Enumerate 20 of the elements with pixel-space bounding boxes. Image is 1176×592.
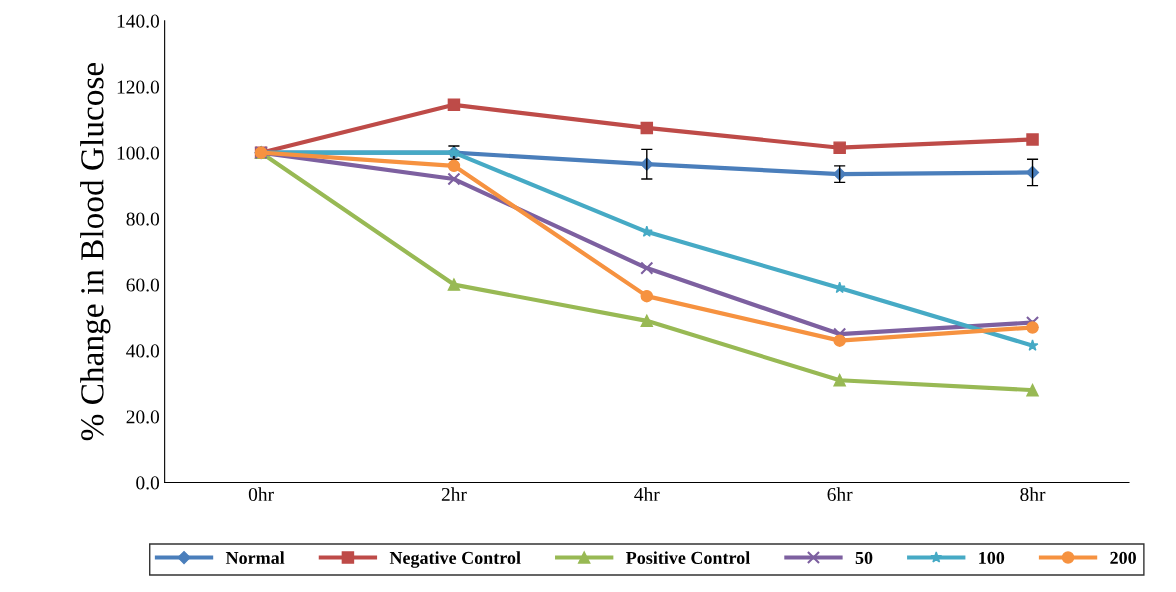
y-tick-label: 40.0 bbox=[126, 344, 160, 358]
x-tick-label: 2hr bbox=[441, 487, 467, 501]
y-tick-label: 100.0 bbox=[117, 146, 160, 160]
y-tick-label: 140.0 bbox=[117, 14, 160, 28]
legend-label: Normal bbox=[225, 551, 285, 565]
legend-label: Negative Control bbox=[389, 551, 521, 568]
y-tick-label: 120.0 bbox=[117, 80, 160, 94]
x-tick-label: 0hr bbox=[248, 487, 274, 502]
y-tick-label: 80.0 bbox=[126, 212, 160, 226]
x-tick-label: 8hr bbox=[1020, 487, 1046, 502]
legend-label: 200 bbox=[1110, 551, 1136, 565]
y-tick-label: 20.0 bbox=[126, 410, 160, 424]
x-tick-label: 4hr bbox=[634, 487, 660, 501]
y-tick-label: 0.0 bbox=[136, 476, 160, 490]
legend-label: 100 bbox=[979, 551, 1005, 565]
legend-label: Positive Control bbox=[626, 551, 750, 565]
x-tick-label: 6hr bbox=[827, 487, 853, 502]
legend-label: 50 bbox=[855, 551, 873, 565]
y-axis-title: % Change in Blood Glucose bbox=[80, 62, 111, 441]
y-tick-label: 60.0 bbox=[126, 278, 160, 292]
